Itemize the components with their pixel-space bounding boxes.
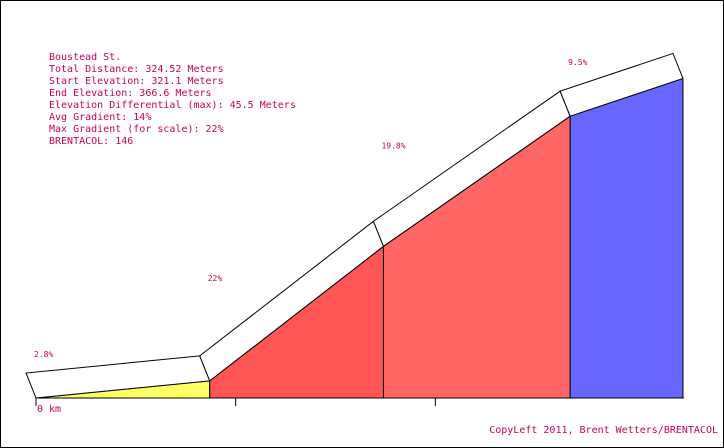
info-line: Total Distance: 324.52 Meters — [49, 64, 224, 75]
info-line: Elevation Differential (max): 45.5 Meter… — [49, 100, 296, 111]
info-line: Max Gradient (for scale): 22% — [49, 124, 224, 135]
gradient-label: 2.8% — [34, 350, 53, 359]
gradient-label: 22% — [208, 274, 223, 283]
gradient-label: 9.5% — [568, 58, 587, 67]
segment-top — [559, 52, 684, 117]
info-line: End Elevation: 366.6 Meters — [49, 88, 212, 99]
info-line: Avg Gradient: 14% — [49, 112, 151, 123]
credit: CopyLeft 2011, Brent Wetters/BRENTACOL — [489, 425, 718, 436]
info-line: Boustead St. — [49, 52, 121, 63]
info-line: BRENTACOL: 146 — [49, 136, 133, 147]
gradient-label: 19.8% — [381, 142, 405, 151]
info-line: Start Elevation: 321.1 Meters — [49, 76, 224, 87]
x-tick-label: 0 km — [37, 404, 61, 415]
segment — [569, 77, 684, 399]
